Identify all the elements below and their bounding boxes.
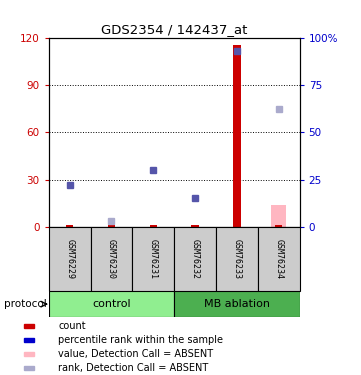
Text: GSM76230: GSM76230 xyxy=(107,239,116,279)
Bar xyxy=(191,225,199,227)
Bar xyxy=(91,227,132,291)
Bar xyxy=(271,205,286,227)
Bar xyxy=(216,227,258,291)
Bar xyxy=(174,291,300,317)
Bar xyxy=(108,225,115,227)
Bar xyxy=(25,366,34,370)
Bar xyxy=(149,225,157,227)
Bar xyxy=(49,227,91,291)
Bar xyxy=(132,227,174,291)
Bar xyxy=(275,225,283,227)
Bar xyxy=(25,352,34,356)
Text: percentile rank within the sample: percentile rank within the sample xyxy=(58,335,223,345)
Title: GDS2354 / 142437_at: GDS2354 / 142437_at xyxy=(101,23,247,36)
Text: GSM76231: GSM76231 xyxy=(149,239,158,279)
Text: GSM76232: GSM76232 xyxy=(191,239,200,279)
Bar xyxy=(25,324,34,328)
Text: GSM76229: GSM76229 xyxy=(65,239,74,279)
Text: GSM76234: GSM76234 xyxy=(274,239,283,279)
Text: count: count xyxy=(58,321,86,331)
Text: MB ablation: MB ablation xyxy=(204,299,270,309)
Text: protocol: protocol xyxy=(4,299,46,309)
Bar xyxy=(174,227,216,291)
Text: GSM76233: GSM76233 xyxy=(232,239,242,279)
Text: control: control xyxy=(92,299,131,309)
Bar xyxy=(233,45,241,227)
Bar xyxy=(66,225,73,227)
Bar xyxy=(258,227,300,291)
Text: rank, Detection Call = ABSENT: rank, Detection Call = ABSENT xyxy=(58,363,209,373)
Bar xyxy=(49,291,174,317)
Text: value, Detection Call = ABSENT: value, Detection Call = ABSENT xyxy=(58,349,213,359)
Bar xyxy=(25,338,34,342)
